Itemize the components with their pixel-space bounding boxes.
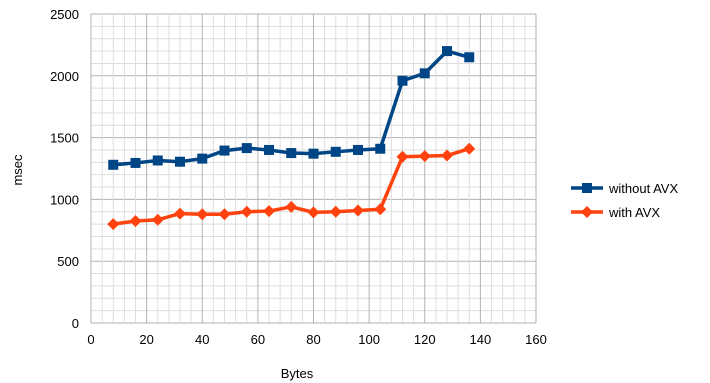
x-tick-label: 60 — [251, 332, 265, 347]
data-point — [219, 145, 230, 156]
data-point — [352, 204, 364, 217]
data-point — [307, 206, 320, 219]
data-point — [419, 68, 430, 79]
y-axis-title: msec — [10, 154, 25, 186]
series-layer — [107, 46, 476, 231]
y-tick-label: 1000 — [50, 192, 79, 207]
data-point — [353, 144, 363, 155]
data-point — [286, 148, 297, 159]
data-point — [396, 150, 409, 163]
legend-label: with AVX — [608, 205, 660, 220]
data-point — [130, 157, 141, 168]
series-with-avx — [107, 142, 476, 231]
data-point — [397, 75, 408, 86]
data-point — [330, 146, 341, 157]
y-tick-labels: 0 500 1000 1500 2000 2500 — [50, 7, 79, 331]
x-tick-label: 140 — [470, 332, 492, 347]
data-point — [107, 218, 120, 231]
legend-item: without AVX — [571, 181, 678, 196]
legend-marker — [582, 183, 592, 193]
data-point — [375, 143, 386, 154]
data-point — [241, 143, 252, 154]
legend-marker — [581, 206, 593, 218]
data-point — [240, 205, 253, 218]
plot-grid — [90, 13, 537, 324]
data-point — [418, 150, 431, 163]
data-point — [152, 155, 163, 166]
data-point — [197, 153, 208, 164]
y-tick-label: 0 — [72, 316, 79, 331]
series-without-avx — [108, 46, 475, 170]
data-point — [108, 159, 119, 170]
data-point — [174, 207, 186, 220]
data-point — [308, 148, 319, 159]
legend-label: without AVX — [608, 181, 678, 196]
data-point — [464, 52, 475, 63]
y-tick-label: 2000 — [50, 69, 79, 84]
data-point — [441, 149, 453, 162]
data-point — [175, 156, 185, 167]
data-point — [151, 213, 164, 226]
data-point — [374, 203, 387, 216]
data-point — [196, 208, 209, 221]
data-point — [264, 144, 274, 155]
data-point — [463, 142, 476, 155]
y-tick-label: 1500 — [50, 131, 79, 146]
x-tick-label: 0 — [87, 332, 94, 347]
data-point — [442, 46, 452, 57]
legend-item: with AVX — [571, 205, 660, 220]
data-point — [285, 200, 298, 213]
data-point — [263, 205, 275, 218]
x-tick-label: 160 — [525, 332, 547, 347]
legend: without AVX with AVX — [571, 181, 678, 220]
x-axis-title: Bytes — [281, 366, 314, 381]
x-tick-label: 40 — [195, 332, 209, 347]
y-tick-label: 2500 — [50, 7, 79, 22]
data-point — [329, 205, 342, 218]
x-tick-label: 120 — [414, 332, 436, 347]
x-tick-labels: 0 20 40 60 80 100 120 140 160 — [87, 332, 546, 347]
x-tick-label: 80 — [306, 332, 320, 347]
x-tick-label: 20 — [139, 332, 153, 347]
y-tick-label: 500 — [57, 254, 79, 269]
x-tick-label: 100 — [358, 332, 380, 347]
plot-axes — [90, 14, 536, 324]
data-point — [218, 208, 231, 221]
data-point — [129, 215, 142, 228]
